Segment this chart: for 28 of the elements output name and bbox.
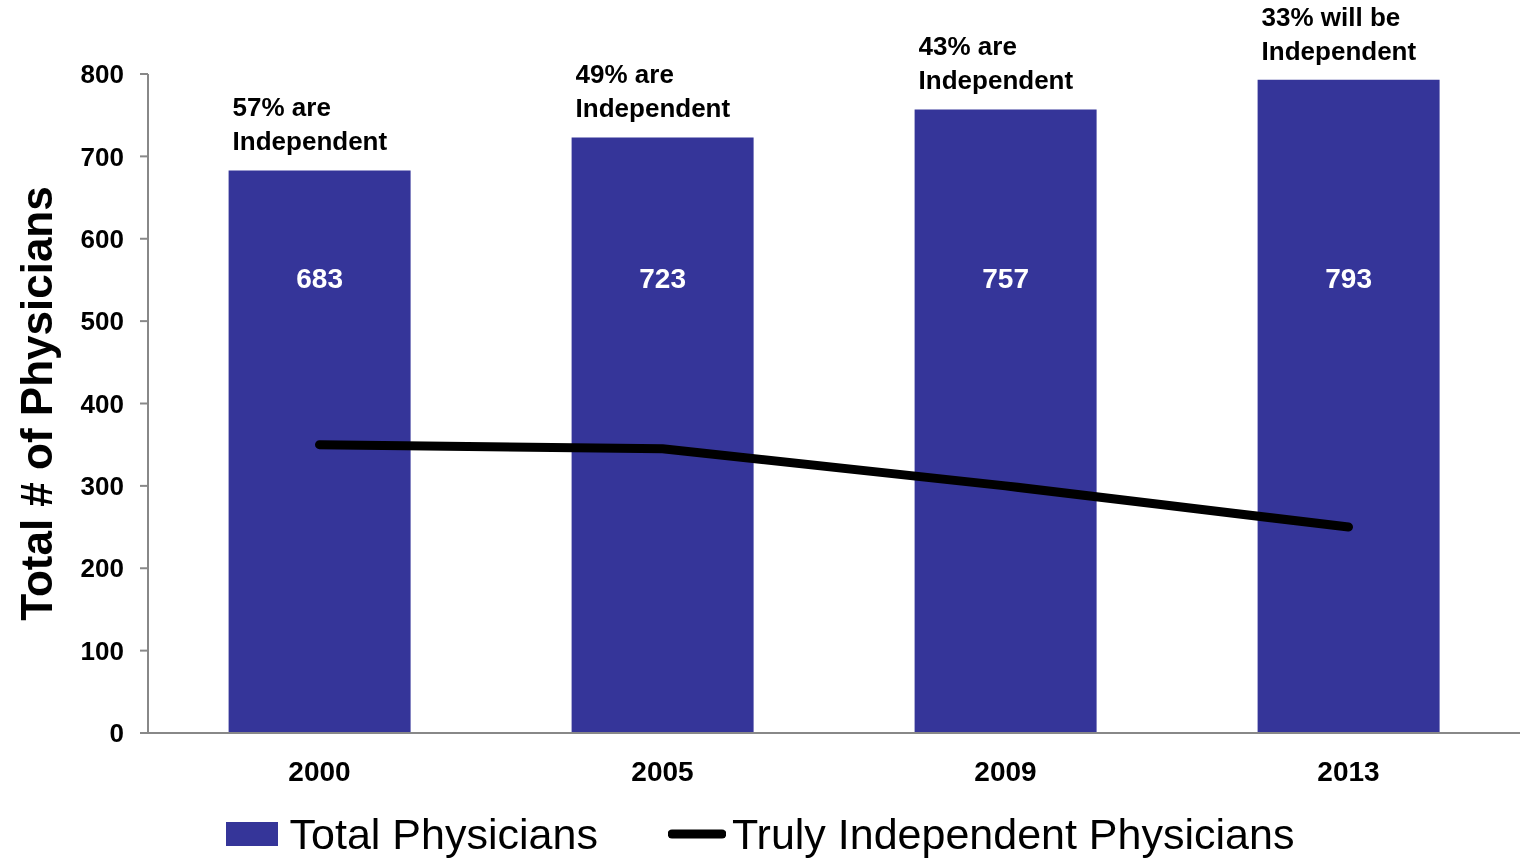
y-tick-label: 600	[80, 223, 124, 254]
annotation: 57% are Independent	[232, 91, 389, 159]
data-label: 683	[296, 262, 343, 294]
x-tick-label: 2013	[1317, 755, 1380, 787]
y-axis-title: Total # of Physicians	[11, 186, 61, 621]
legend-label: Total Physicians	[289, 809, 598, 859]
y-tick-label: 100	[80, 635, 124, 666]
x-tick-label: 2005	[631, 755, 694, 787]
y-tick-label: 300	[80, 471, 124, 502]
y-tick-label: 800	[80, 59, 124, 90]
annotation: 49% are Independent	[575, 58, 732, 126]
x-tick-label: 2009	[974, 755, 1037, 787]
data-label: 723	[639, 262, 686, 294]
bar	[228, 170, 411, 733]
annotation: 43% are Independent	[918, 30, 1075, 98]
y-tick-label: 0	[109, 718, 124, 749]
y-tick-label: 500	[80, 306, 124, 337]
bar	[571, 137, 754, 733]
legend-label: Truly Independent Physicians	[731, 809, 1295, 859]
data-label: 757	[982, 262, 1029, 294]
data-label: 793	[1325, 262, 1372, 294]
x-tick-label: 2000	[288, 755, 351, 787]
y-tick-label: 200	[80, 553, 124, 584]
y-tick-label: 700	[80, 141, 124, 172]
annotation: 33% will be Independent	[1261, 0, 1418, 68]
bar	[914, 109, 1097, 733]
y-tick-label: 400	[80, 388, 124, 419]
bar	[1257, 79, 1440, 733]
